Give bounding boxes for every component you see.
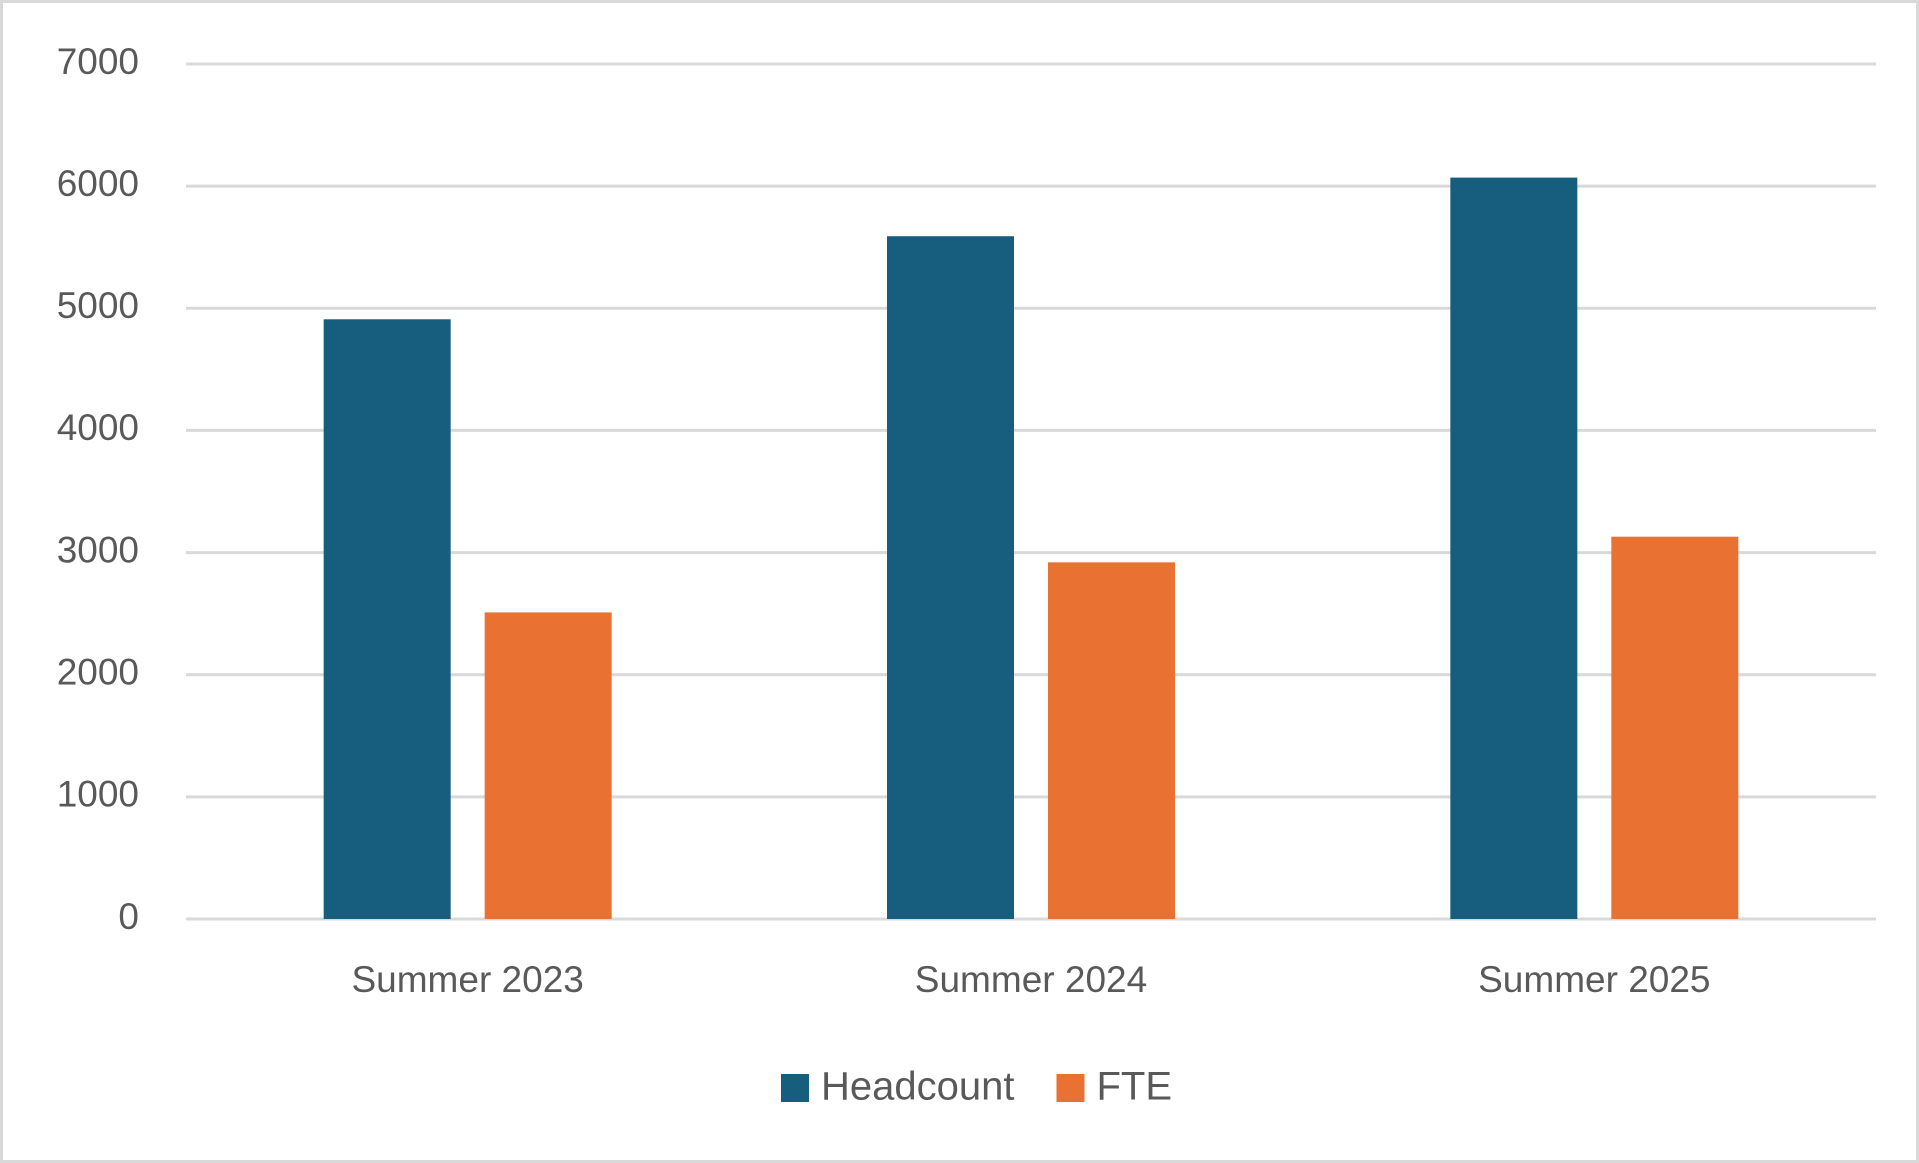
y-tick-label: 7000 bbox=[57, 41, 139, 82]
bar bbox=[1611, 536, 1739, 919]
legend-swatch bbox=[1056, 1074, 1085, 1102]
y-tick-label: 2000 bbox=[57, 651, 139, 692]
bar bbox=[887, 236, 1014, 919]
x-tick-label: Summer 2025 bbox=[1478, 959, 1710, 1000]
bar bbox=[323, 319, 451, 919]
y-tick-label: 1000 bbox=[57, 774, 139, 815]
y-tick-label: 3000 bbox=[57, 529, 139, 570]
y-tick-label: 6000 bbox=[57, 163, 139, 204]
y-tick-label: 4000 bbox=[57, 407, 139, 448]
legend-label: FTE bbox=[1096, 1065, 1172, 1109]
legend-label: Headcount bbox=[821, 1065, 1014, 1109]
bar bbox=[1450, 177, 1578, 920]
bar bbox=[484, 612, 612, 919]
bar bbox=[1048, 562, 1175, 919]
y-tick-label: 0 bbox=[118, 896, 139, 937]
y-tick-label: 5000 bbox=[57, 285, 139, 326]
legend-swatch bbox=[781, 1074, 809, 1102]
x-tick-label: Summer 2023 bbox=[351, 959, 583, 1000]
x-tick-label: Summer 2024 bbox=[915, 959, 1147, 1000]
